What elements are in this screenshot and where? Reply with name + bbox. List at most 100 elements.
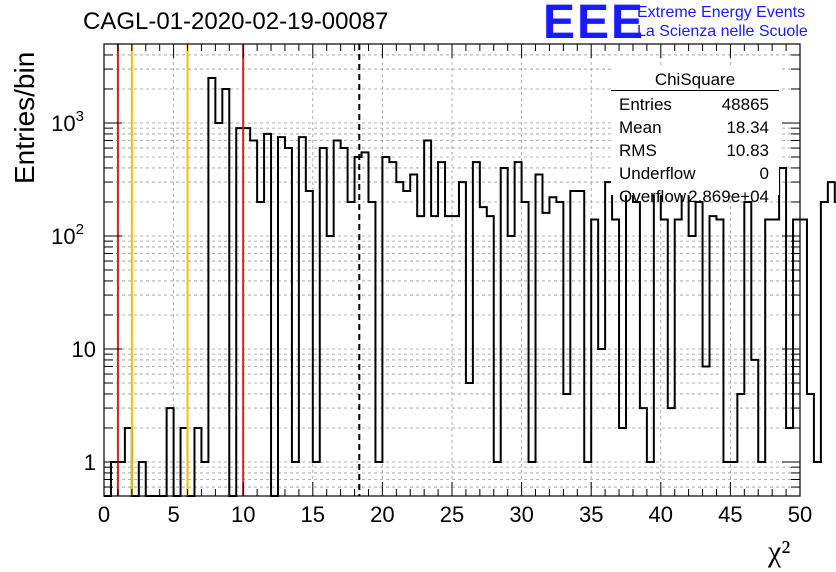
- x-tick-label: 20: [370, 502, 394, 527]
- histogram-bin: [828, 182, 835, 496]
- histogram-bin: [236, 128, 243, 496]
- histogram-bin: [598, 349, 605, 496]
- histogram-bin: [243, 128, 250, 496]
- histogram-bin: [417, 216, 424, 496]
- y-axis-label-text: Entries/bin: [9, 51, 40, 184]
- stats-key: Mean: [619, 118, 662, 137]
- logo-mark: EEE: [543, 0, 646, 49]
- marker-lines: [116, 44, 361, 496]
- histogram-bin: [466, 383, 473, 496]
- stats-key: Overflow: [619, 187, 687, 206]
- histogram-bin: [341, 148, 348, 496]
- histogram-bin: [445, 216, 452, 496]
- histogram-bin: [167, 408, 174, 496]
- stats-value: 18.34: [726, 118, 769, 137]
- histogram-bin: [626, 175, 633, 496]
- x-tick-label: 15: [301, 502, 325, 527]
- histogram-bin: [396, 182, 403, 496]
- histogram-bin: [779, 168, 786, 496]
- histogram-bin: [549, 197, 556, 496]
- histogram-bin: [800, 219, 807, 496]
- histogram-bin: [480, 207, 487, 496]
- histogram-bin: [515, 162, 522, 496]
- y-tick-label: 10: [72, 337, 96, 362]
- histogram-bin: [215, 123, 222, 496]
- histogram-bin: [710, 216, 717, 496]
- histogram-bin: [814, 462, 821, 496]
- histogram-bin: [389, 162, 396, 496]
- histogram-bin: [222, 89, 229, 496]
- y-tick-label: 102: [51, 221, 84, 249]
- histogram-bin: [501, 168, 508, 496]
- x-tick-label: 30: [509, 502, 533, 527]
- logo-line-2: La Scienza nelle Scuole: [637, 23, 808, 40]
- y-tick-label: 1: [84, 450, 96, 475]
- histogram-bin: [452, 216, 459, 496]
- x-tick-label: 5: [167, 502, 179, 527]
- histogram-bin: [487, 216, 494, 496]
- histogram-bin: [362, 152, 369, 496]
- x-tick-label: 45: [718, 502, 742, 527]
- stats-row-underflow: Underflow 0: [619, 164, 769, 184]
- histogram-bin: [570, 191, 577, 496]
- histogram-bin: [334, 140, 341, 496]
- histogram-bin: [689, 236, 696, 496]
- histogram-bin: [577, 191, 584, 496]
- histogram-bin: [278, 137, 285, 496]
- stats-key: Entries: [619, 95, 672, 114]
- histogram-bin: [536, 175, 543, 496]
- x-tick-label: 50: [788, 502, 812, 527]
- x-tick-label: 35: [579, 502, 603, 527]
- histogram-bin: [403, 191, 410, 496]
- histogram-bin: [668, 408, 675, 496]
- histogram-bin: [703, 366, 710, 496]
- histogram-bars: [104, 77, 836, 497]
- eee-logo: EEE Extreme Energy Events La Scienza nel…: [543, 0, 835, 49]
- histogram-bin: [640, 408, 647, 496]
- stats-row-overflow: Overflow 2.869e+04: [619, 187, 769, 207]
- x-tick-label: 0: [98, 502, 110, 527]
- histogram-bin: [438, 162, 445, 496]
- run-title: CAGL-01-2020-02-19-00087: [83, 8, 389, 35]
- histogram-bin: [431, 216, 438, 496]
- x-tick-label: 25: [440, 502, 464, 527]
- stats-row-mean: Mean 18.34: [619, 118, 769, 138]
- x-tick-label: 40: [649, 502, 673, 527]
- histogram-bin: [299, 137, 306, 496]
- stats-divider: [611, 90, 779, 91]
- stats-value: 0: [759, 164, 769, 183]
- histogram-bin: [654, 182, 661, 496]
- histogram-outline: [104, 77, 836, 497]
- stats-key: Underflow: [619, 164, 696, 183]
- histogram-bin: [807, 394, 814, 496]
- histogram-bin: [327, 236, 334, 496]
- y-tick-label: 103: [51, 108, 84, 136]
- grid: [104, 44, 800, 496]
- histogram-bin: [306, 191, 313, 496]
- stats-value: 10.83: [726, 141, 769, 160]
- histogram-bin: [382, 157, 389, 496]
- x-axis-label: χ²: [768, 535, 790, 569]
- stats-key: RMS: [619, 141, 657, 160]
- axes: 0 5 10 15 20 25 30 35 40 45 50 1 10 102 103: [51, 43, 812, 527]
- logo-line-1: Extreme Energy Events: [637, 4, 806, 21]
- histogram-bin: [563, 394, 570, 496]
- stats-value: 48865: [721, 95, 769, 114]
- histogram-bin: [459, 182, 466, 496]
- histogram-bin: [737, 394, 744, 496]
- histogram-bin: [410, 175, 417, 496]
- histogram-bin: [250, 140, 257, 496]
- y-axis-label: Entries/bin: [9, 52, 41, 184]
- x-axis-label-text: χ²: [768, 535, 791, 568]
- histogram-bin: [285, 148, 292, 496]
- histogram-bin: [682, 168, 689, 496]
- histogram-bin: [821, 202, 828, 496]
- histogram-bin: [424, 140, 431, 496]
- histogram-bin: [473, 162, 480, 496]
- stats-row-rms: RMS 10.83: [619, 141, 769, 161]
- stats-row-entries: Entries 48865: [619, 95, 769, 115]
- histogram-bin: [605, 182, 612, 496]
- x-tick-label: 10: [231, 502, 255, 527]
- histogram-bin: [508, 236, 515, 496]
- stats-box: ChiSquare Entries 48865 Mean 18.34 RMS 1…: [611, 67, 779, 206]
